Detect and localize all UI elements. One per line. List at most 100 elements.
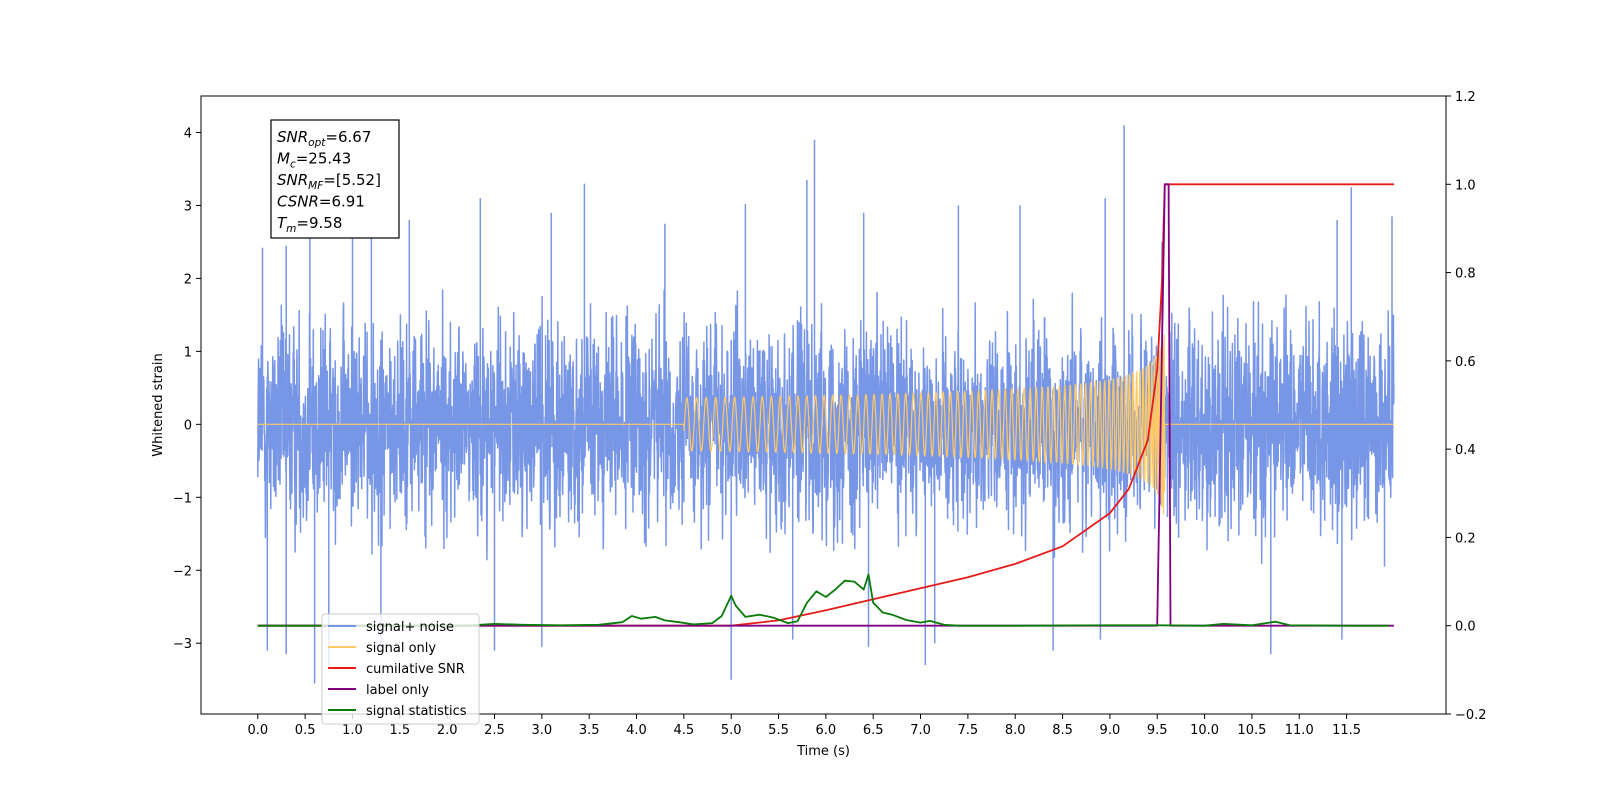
annotation-value: =25.43	[296, 150, 352, 168]
legend-label: signal only	[366, 641, 436, 656]
annotation-line: SNRopt=6.67	[277, 128, 371, 149]
x-tick-label: 11.5	[1332, 723, 1361, 738]
left-y-tick: 0	[184, 418, 201, 433]
x-tick: 10.0	[1190, 714, 1219, 738]
signal-noise-line	[257, 125, 1395, 684]
x-tick-label: 7.0	[910, 723, 931, 738]
right-y-tick-label: 0.4	[1455, 443, 1476, 458]
x-tick-label: 11.0	[1285, 723, 1314, 738]
x-tick-label: 10.0	[1190, 723, 1219, 738]
legend-frame	[321, 613, 480, 725]
right-y-tick-label: 0.2	[1455, 531, 1476, 546]
x-tick: 0.5	[295, 714, 316, 738]
annotation-subscript: c	[290, 159, 296, 171]
legend-label: signal+ noise	[366, 620, 454, 635]
x-tick-label: 7.5	[958, 723, 979, 738]
x-tick: 8.0	[1005, 714, 1026, 738]
x-tick-label: 6.5	[863, 723, 884, 738]
annotation-subscript: MF	[308, 180, 324, 192]
left-y-tick-label: −3	[173, 637, 192, 652]
annotation-value: =9.58	[296, 214, 342, 232]
x-tick: 3.0	[531, 714, 552, 738]
right-y-tick: 0.8	[1446, 267, 1476, 282]
x-tick-label: 3.5	[579, 723, 600, 738]
left-y-tick: −2	[173, 564, 201, 579]
right-y-tick-label: 1.2	[1455, 90, 1476, 105]
legend: signal+ noise signal only cumilative SNR la…	[321, 613, 480, 725]
x-tick-label: 6.0	[816, 723, 837, 738]
x-tick: 8.5	[1052, 714, 1073, 738]
plot-area	[257, 125, 1395, 684]
right-y-tick: 0.6	[1446, 355, 1476, 370]
x-tick-label: 0.5	[295, 723, 316, 738]
annotation-line: SNRMF=[5.52]	[277, 171, 381, 192]
x-tick-label: 8.5	[1052, 723, 1073, 738]
left-y-tick-label: −2	[173, 564, 192, 579]
annotation-subscript: m	[286, 223, 296, 235]
annotation-line: Mc=25.43	[277, 150, 351, 171]
annotation-symbol: M	[277, 150, 290, 168]
series-signal-noise	[257, 125, 1395, 684]
x-tick-label: 0.0	[247, 723, 268, 738]
right-y-tick-label: 1.0	[1455, 178, 1476, 193]
left-y-tick-label: 4	[184, 126, 192, 141]
annotation-line: CSNR=6.91	[277, 193, 365, 211]
annotation-value: =6.91	[319, 193, 365, 211]
x-axis-ticks: 0.0 0.5 1.0 1.5 2.0 2.5 3.0 3.5 4.0 4.5 5.0 5.5 6.0 6…	[247, 714, 1361, 738]
x-tick: 3.5	[579, 714, 600, 738]
annotation-symbol: T	[277, 214, 288, 232]
annotation-symbol: CSNR	[277, 193, 319, 211]
annotation-value: =[5.52]	[323, 171, 381, 189]
annotation-line: Tm=9.58	[277, 214, 342, 235]
x-tick: 10.5	[1237, 714, 1266, 738]
x-tick-label: 3.0	[531, 723, 552, 738]
x-tick-label: 5.0	[721, 723, 742, 738]
x-tick-label: 8.0	[1005, 723, 1026, 738]
x-tick-label: 9.5	[1147, 723, 1168, 738]
series-signal-only	[257, 333, 1394, 515]
x-tick-label: 4.0	[626, 723, 647, 738]
legend-entry: label only	[328, 683, 429, 698]
legend-label: label only	[366, 683, 429, 698]
legend-entry: cumilative SNR	[328, 662, 465, 677]
right-y-tick: 0.2	[1446, 531, 1476, 546]
line-path	[257, 573, 1390, 627]
x-tick: 0.0	[247, 714, 268, 738]
left-y-tick: 2	[184, 272, 201, 287]
x-tick: 7.5	[958, 714, 979, 738]
right-y-tick: 0.0	[1446, 620, 1476, 635]
legend-entry: signal only	[328, 641, 436, 656]
signal-only-line	[257, 333, 1394, 515]
left-y-tick: −3	[173, 637, 201, 652]
left-y-tick: 3	[184, 199, 201, 214]
x-tick-label: 4.5	[674, 723, 695, 738]
annotation-box: SNRopt=6.67Mc=25.43SNRMF=[5.52]CSNR=6.91…	[270, 119, 400, 239]
x-tick: 11.0	[1285, 714, 1314, 738]
left-y-axis-ticks: −3 −2 −1 0 1 2 3 4	[173, 126, 201, 652]
left-y-tick: −1	[173, 491, 201, 506]
x-tick-label: 1.5	[389, 723, 410, 738]
left-y-tick-label: 0	[184, 418, 192, 433]
annotation-value: =6.67	[325, 128, 371, 146]
x-tick-label: 2.0	[437, 723, 458, 738]
left-y-tick: 4	[184, 126, 201, 141]
axes-border	[200, 95, 1447, 715]
x-tick: 9.0	[1100, 714, 1120, 738]
left-y-tick: 1	[184, 345, 201, 360]
right-y-tick-label: 0.6	[1455, 355, 1476, 370]
x-tick: 5.0	[721, 714, 742, 738]
x-tick: 4.0	[626, 714, 647, 738]
x-tick-label: 1.0	[342, 723, 363, 738]
left-y-tick-label: 2	[184, 272, 192, 287]
annotation-symbol: SNR	[277, 128, 308, 146]
axes-frame	[200, 95, 1447, 715]
x-tick: 9.5	[1147, 714, 1168, 738]
right-y-tick-label: 0.8	[1455, 267, 1476, 282]
right-y-tick-label: −0.2	[1455, 708, 1487, 723]
left-y-tick-label: 3	[184, 199, 192, 214]
right-y-tick-label: 0.0	[1455, 620, 1476, 635]
x-tick-label: 2.5	[484, 723, 505, 738]
x-tick: 6.5	[863, 714, 884, 738]
x-tick: 7.0	[910, 714, 931, 738]
legend-entry: signal+ noise	[328, 620, 454, 635]
